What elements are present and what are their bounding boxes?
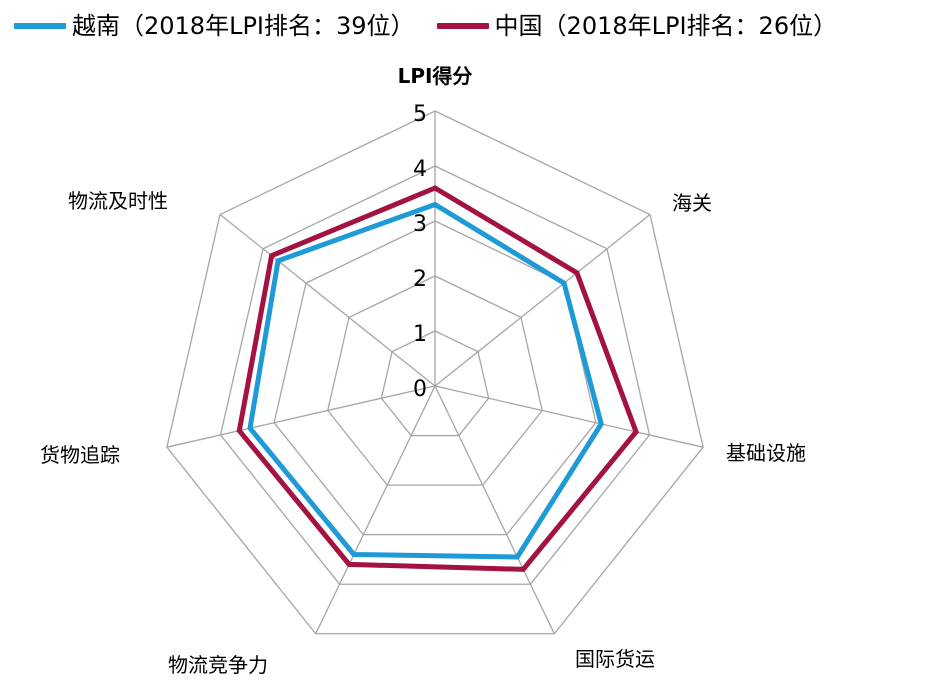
- radial-tick-labels: 0 1 2 3 4 5: [413, 102, 427, 402]
- axis-label-2: 基础设施: [726, 441, 806, 465]
- spoke-5: [166, 385, 436, 448]
- spoke-6: [219, 214, 436, 387]
- axis-label-5: 货物追踪: [40, 443, 120, 467]
- legend-label-vietnam: 越南（2018年LPI排名：39位）: [72, 12, 415, 40]
- series-line-vietnam: [247, 201, 604, 560]
- axis-label-1: 海关: [672, 191, 712, 215]
- axis-label-4: 物流竞争力: [168, 653, 268, 677]
- radar-series: [236, 185, 639, 572]
- legend: 越南（2018年LPI排名：39位） 中国（2018年LPI排名：26位）: [14, 6, 859, 46]
- tick-label-4: 4: [413, 157, 427, 182]
- spoke-1: [434, 214, 651, 387]
- legend-item-vietnam: 越南（2018年LPI排名：39位）: [14, 6, 415, 46]
- tick-label-5: 5: [413, 102, 427, 127]
- legend-item-china: 中国（2018年LPI排名：26位）: [436, 6, 838, 46]
- grid-ring-2: [327, 275, 543, 486]
- tick-label-3: 3: [413, 212, 427, 237]
- axis-label-3: 国际货运: [575, 647, 655, 671]
- legend-swatch-vietnam: [14, 23, 66, 29]
- legend-label-china: 中国（2018年LPI排名：26位）: [494, 12, 838, 40]
- spoke-4: [315, 385, 436, 635]
- spoke-2: [434, 385, 704, 448]
- spoke-3: [434, 385, 555, 635]
- legend-swatch-china: [436, 23, 489, 29]
- axis-label-6: 物流及时性: [68, 189, 168, 213]
- tick-label-0: 0: [413, 377, 427, 402]
- grid-ring-5: [166, 110, 704, 635]
- radar-spokes: [166, 111, 704, 635]
- series-line-china: [236, 185, 639, 572]
- axis-label-0: LPI得分: [398, 64, 473, 88]
- tick-label-2: 2: [413, 267, 427, 292]
- tick-label-1: 1: [413, 322, 427, 347]
- grid-ring-4: [219, 165, 651, 585]
- grid-ring-1: [380, 330, 490, 437]
